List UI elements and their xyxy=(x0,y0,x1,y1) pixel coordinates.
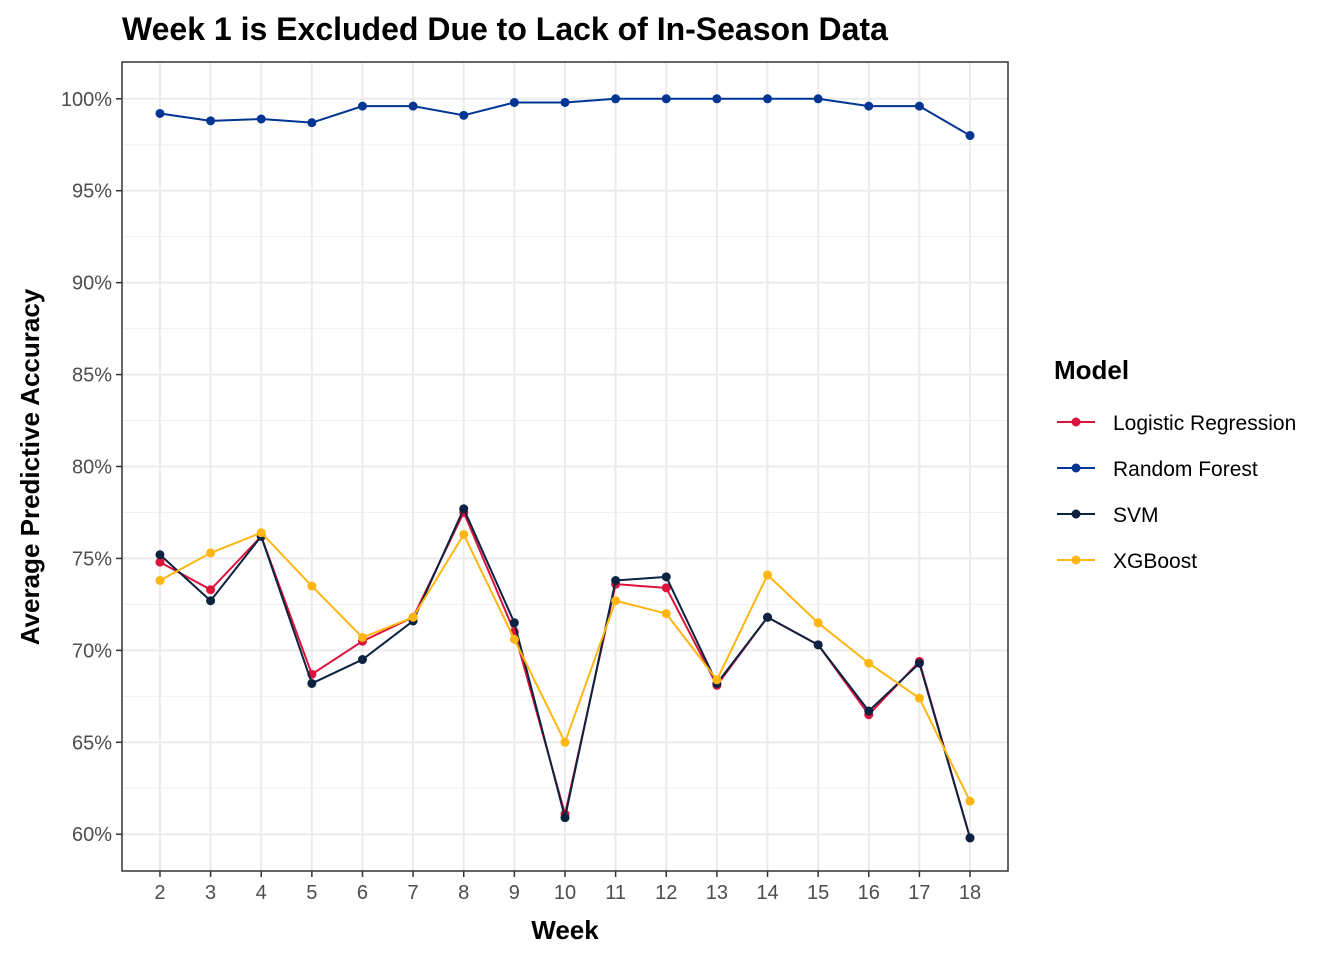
legend-key-point-random-forest xyxy=(1071,463,1081,473)
y-tick-label: 65% xyxy=(72,732,112,754)
y-axis-title: Average Predictive Accuracy xyxy=(15,288,45,645)
data-point-xgboost xyxy=(256,528,266,538)
data-point-svm xyxy=(763,612,773,622)
data-point-random-forest xyxy=(560,97,570,107)
x-tick-label: 2 xyxy=(154,882,165,904)
data-point-svm xyxy=(357,655,367,665)
chart-title: Week 1 is Excluded Due to Lack of In-Sea… xyxy=(122,11,888,47)
x-tick-label: 18 xyxy=(959,882,981,904)
y-tick-label: 75% xyxy=(72,548,112,570)
data-point-svm xyxy=(864,706,874,716)
data-point-random-forest xyxy=(206,116,216,126)
data-point-random-forest xyxy=(813,94,823,104)
data-point-svm xyxy=(965,833,975,843)
data-point-random-forest xyxy=(459,110,469,120)
data-point-xgboost xyxy=(763,570,773,580)
data-point-random-forest xyxy=(155,108,165,118)
x-tick-label: 14 xyxy=(756,882,778,904)
data-point-random-forest xyxy=(307,118,317,128)
data-point-svm xyxy=(661,572,671,582)
data-point-xgboost xyxy=(661,609,671,619)
y-tick-label: 70% xyxy=(72,640,112,662)
y-tick-label: 95% xyxy=(72,181,112,203)
legend-title: Model xyxy=(1054,355,1129,385)
data-point-xgboost xyxy=(914,693,924,703)
data-point-xgboost xyxy=(408,612,418,622)
data-point-xgboost xyxy=(357,632,367,642)
x-tick-label: 8 xyxy=(458,882,469,904)
data-point-svm xyxy=(611,575,621,585)
data-point-random-forest xyxy=(763,94,773,104)
data-point-xgboost xyxy=(611,596,621,606)
data-point-xgboost xyxy=(712,675,722,685)
data-point-random-forest xyxy=(864,101,874,111)
x-tick-label: 13 xyxy=(706,882,728,904)
y-tick-label: 100% xyxy=(61,89,112,111)
data-point-xgboost xyxy=(560,737,570,747)
x-tick-label: 10 xyxy=(554,882,576,904)
data-point-svm xyxy=(914,658,924,668)
data-point-svm xyxy=(459,504,469,514)
data-point-logistic-regression xyxy=(661,583,671,593)
data-point-svm xyxy=(155,550,165,560)
y-tick-label: 80% xyxy=(72,457,112,479)
x-tick-label: 9 xyxy=(509,882,520,904)
data-point-svm xyxy=(813,640,823,650)
legend: Model Logistic Regression Random Forest SV… xyxy=(1054,355,1296,573)
data-point-xgboost xyxy=(206,548,216,558)
legend-key-point-svm xyxy=(1071,509,1081,519)
y-axis: 60% 65% 70% 75% 80% 85% 90% 95% 100% xyxy=(61,89,122,846)
legend-label-logistic-regression: Logistic Regression xyxy=(1113,412,1296,435)
legend-label-svm: SVM xyxy=(1113,504,1159,527)
x-tick-label: 6 xyxy=(357,882,368,904)
legend-label-random-forest: Random Forest xyxy=(1113,458,1258,481)
data-point-svm xyxy=(560,813,570,823)
x-tick-label: 5 xyxy=(306,882,317,904)
data-point-random-forest xyxy=(357,101,367,111)
y-tick-label: 85% xyxy=(72,365,112,387)
data-point-xgboost xyxy=(155,575,165,585)
data-point-random-forest xyxy=(256,114,266,124)
data-point-random-forest xyxy=(611,94,621,104)
data-point-xgboost xyxy=(307,581,317,591)
x-axis: 2 3 4 5 6 7 8 9 10 11 12 13 14 15 16 17 18 xyxy=(154,871,981,904)
x-tick-label: 16 xyxy=(858,882,880,904)
x-tick-label: 4 xyxy=(256,882,267,904)
y-tick-label: 90% xyxy=(72,273,112,295)
data-point-svm xyxy=(509,618,519,628)
x-tick-label: 12 xyxy=(655,882,677,904)
x-tick-label: 3 xyxy=(205,882,216,904)
legend-label-xgboost: XGBoost xyxy=(1113,550,1197,573)
data-point-svm xyxy=(206,596,216,606)
x-tick-label: 17 xyxy=(908,882,930,904)
data-point-random-forest xyxy=(408,101,418,111)
x-axis-title: Week xyxy=(531,915,599,945)
legend-key-point-xgboost xyxy=(1071,555,1081,565)
data-point-random-forest xyxy=(914,101,924,111)
data-point-xgboost xyxy=(509,634,519,644)
data-point-xgboost xyxy=(459,530,469,540)
x-tick-label: 11 xyxy=(605,882,626,904)
data-point-xgboost xyxy=(864,658,874,668)
y-tick-label: 60% xyxy=(72,824,112,846)
data-point-random-forest xyxy=(965,131,975,141)
x-tick-label: 7 xyxy=(408,882,419,904)
data-point-xgboost xyxy=(813,618,823,628)
data-point-random-forest xyxy=(661,94,671,104)
data-point-logistic-regression xyxy=(155,557,165,567)
legend-key-point-logistic-regression xyxy=(1071,417,1081,427)
data-point-xgboost xyxy=(965,796,975,806)
data-point-random-forest xyxy=(712,94,722,104)
data-point-logistic-regression xyxy=(206,585,216,595)
x-tick-label: 15 xyxy=(807,882,829,904)
series-layer xyxy=(155,94,975,843)
data-point-svm xyxy=(307,678,317,688)
data-point-random-forest xyxy=(509,97,519,107)
